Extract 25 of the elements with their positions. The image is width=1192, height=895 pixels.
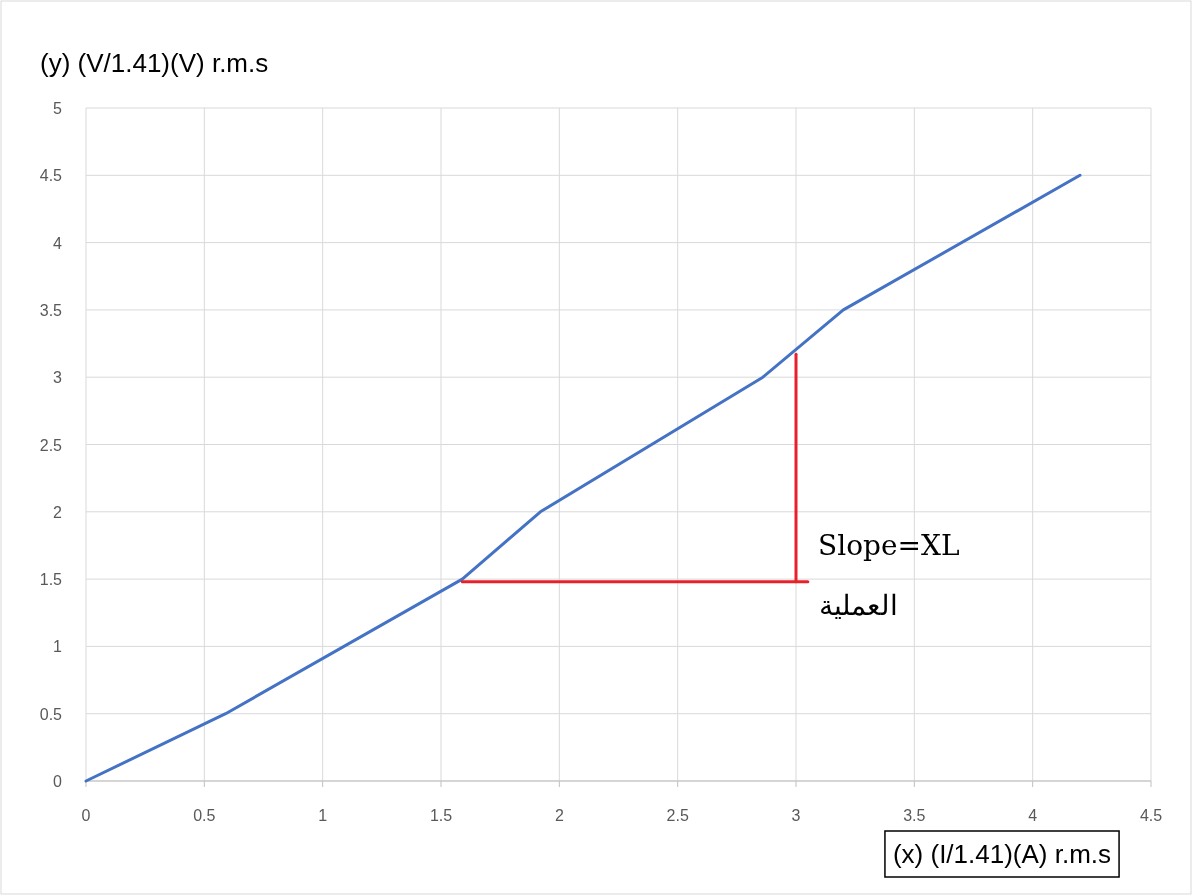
y-tick-label: 4 <box>53 234 63 252</box>
x-axis-title: (x) (I/1.41)(A) r.m.s <box>892 839 1112 869</box>
x-tick-label: 0 <box>81 807 91 824</box>
x-tick-label: 2.5 <box>666 807 689 824</box>
x-tick-label: 1 <box>318 807 328 824</box>
annotation: العملية <box>819 589 898 622</box>
annotation: Slope=XL <box>818 529 960 562</box>
x-tick-label: 3 <box>791 807 801 824</box>
y-tick-label: 5 <box>53 100 63 117</box>
x-tick-label: 2 <box>554 807 564 824</box>
x-tick-label: 4.5 <box>1139 807 1163 824</box>
y-axis-title: (y) (V/1.41)(V) r.m.s <box>40 48 269 78</box>
y-tick-label: 0.5 <box>39 705 63 723</box>
y-tick-label: 4.5 <box>39 167 63 185</box>
y-tick-label: 3 <box>53 369 63 387</box>
y-tick-label: 1.5 <box>39 571 63 589</box>
x-tick-label: 3.5 <box>903 807 926 824</box>
x-tick-label: 1.5 <box>429 807 453 824</box>
y-tick-label: 2.5 <box>39 436 63 454</box>
x-tick-label: 4 <box>1028 807 1038 824</box>
y-tick-label: 3.5 <box>39 301 63 319</box>
y-tick-label: 2 <box>53 503 63 521</box>
x-tick-label: 0.5 <box>193 807 216 824</box>
y-tick-label: 0 <box>53 773 63 790</box>
y-tick-label: 1 <box>53 638 63 656</box>
